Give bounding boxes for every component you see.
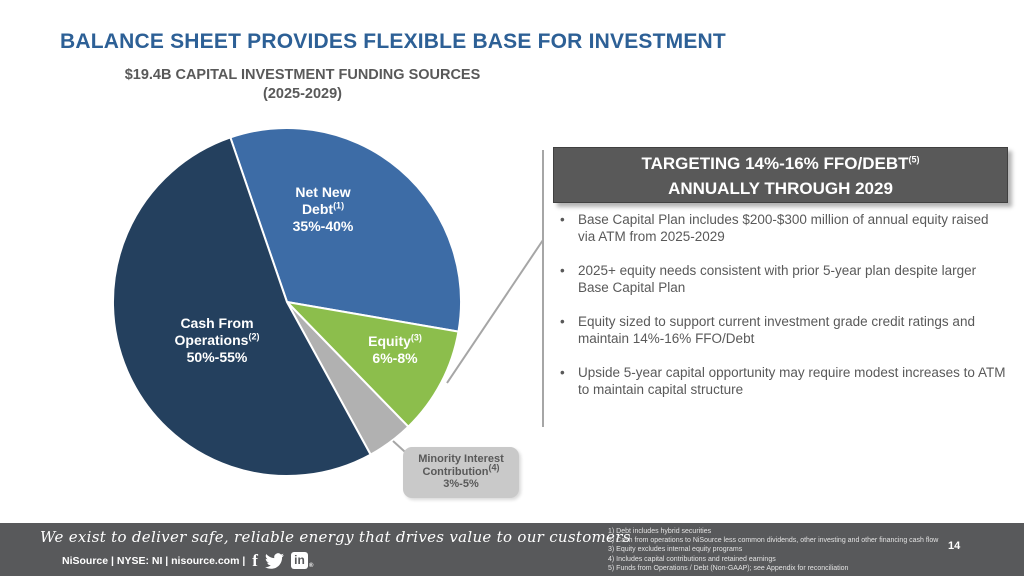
minority-interest-callout: Minority Interest Contribution(4) 3%-5% — [403, 447, 519, 498]
segment-label: Cash From Operations — [174, 315, 254, 348]
pie-label-net-new-debt: Net New Debt(1) 35%-40% — [283, 184, 363, 235]
chart-heading: $19.4B CAPITAL INVESTMENT FUNDING SOURCE… — [75, 66, 530, 104]
footnote: 1) Debt includes hybrid securities — [608, 528, 712, 535]
registered-mark: ® — [308, 563, 314, 569]
company-info-text: NiSource | NYSE: NI | nisource.com | — [62, 554, 246, 567]
panel-accent-line — [542, 150, 544, 427]
segment-value: 35%-40% — [292, 218, 354, 234]
chart-subtitle: (2025-2029) — [263, 86, 342, 102]
panel-bullet-list: Base Capital Plan includes $200-$300 mil… — [556, 212, 1008, 416]
footnote: 4) Includes capital contributions and re… — [608, 555, 776, 563]
footnote: 3) Equity excludes internal equity progr… — [608, 546, 743, 554]
footnote: 2) Cash from operations to NiSource less… — [608, 537, 939, 545]
pie-chart — [111, 126, 463, 478]
footnote-ref: (3) — [410, 332, 422, 343]
footnote-ref: (4) — [488, 461, 500, 472]
segment-label: Minority Interest Contribution — [418, 453, 504, 478]
panel-header-line1: TARGETING 14%-16% FFO/DEBT(5) — [641, 154, 920, 173]
panel-header-line2: ANNUALLY THROUGH 2029 — [668, 179, 893, 198]
facebook-icon[interactable]: f — [252, 551, 258, 570]
pie-slice-cash-from-operations — [111, 136, 372, 478]
pie-label-cash-from-operations: Cash From Operations(2) 50%-55% — [161, 315, 273, 366]
footnote-ref: (1) — [333, 200, 345, 211]
linkedin-icon[interactable]: in ® — [290, 552, 314, 569]
chart-title: $19.4B CAPITAL INVESTMENT FUNDING SOURCE… — [124, 67, 481, 83]
footnote: 5) Funds from Operations / Debt (Non-GAA… — [608, 564, 849, 572]
footer-company-line: NiSource | NYSE: NI | nisource.com | f i… — [62, 552, 313, 569]
pie-chart-svg — [111, 127, 462, 478]
segment-label: Net New Debt — [295, 184, 351, 217]
segment-value: 6%-8% — [372, 350, 418, 366]
bullet-item: Upside 5-year capital opportunity may re… — [556, 365, 1008, 398]
segment-value: 50%-55% — [186, 349, 248, 365]
segment-label: Equity — [368, 333, 411, 349]
footer-tagline: We exist to deliver safe, reliable energ… — [40, 528, 631, 546]
footnote-list: 1) Debt includes hybrid securities 2) Ca… — [608, 527, 953, 573]
bullet-item: Equity sized to support current investme… — [556, 314, 1008, 347]
footnote-ref: (2) — [248, 331, 260, 342]
segment-value: 3%-5% — [443, 478, 479, 490]
footnote-ref: (5) — [908, 154, 920, 165]
bullet-item: 2025+ equity needs consistent with prior… — [556, 263, 1008, 296]
pie-label-equity: Equity(3) 6%-8% — [353, 333, 437, 367]
slide-title: BALANCE SHEET PROVIDES FLEXIBLE BASE FOR… — [60, 30, 726, 53]
page-number: 14 — [948, 540, 961, 552]
panel-header-box: TARGETING 14%-16% FFO/DEBT(5) ANNUALLY T… — [553, 147, 1008, 203]
footer-bar: We exist to deliver safe, reliable energ… — [0, 523, 1024, 576]
bullet-item: Base Capital Plan includes $200-$300 mil… — [556, 212, 1008, 245]
twitter-icon[interactable] — [264, 552, 284, 569]
